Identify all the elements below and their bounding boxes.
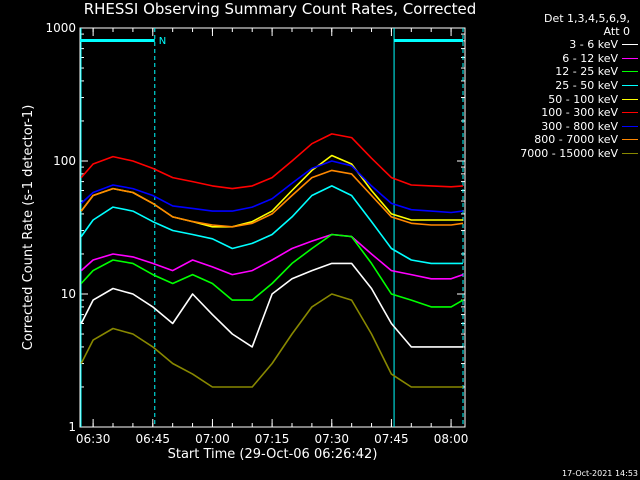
legend-entry-label: 50 - 100 keV xyxy=(548,92,618,106)
legend-entry-label: 3 - 6 keV xyxy=(569,38,618,52)
flag-label: N xyxy=(159,36,166,47)
legend-entry-swatch xyxy=(622,98,638,100)
x-tick-label: 06:45 xyxy=(135,432,170,446)
legend-entries: 3 - 6 keV 6 - 12 keV 12 - 25 keV 25 - 50 ke… xyxy=(478,38,638,160)
series-line-7 xyxy=(80,160,464,214)
chart-title: RHESSI Observing Summary Count Rates, Co… xyxy=(83,0,477,18)
legend-entry-label: 25 - 50 keV xyxy=(555,79,618,93)
x-tick-label: 07:30 xyxy=(314,432,349,446)
legend-entry-swatch xyxy=(622,85,638,87)
legend-entry: 100 - 300 keV xyxy=(478,106,638,120)
legend-entry-swatch xyxy=(622,44,638,46)
legend-entry-swatch xyxy=(622,71,638,73)
y-axis-label: Corrected Count Rate (s-1 detector-1) xyxy=(21,105,36,351)
y-tick-label: 100 xyxy=(53,154,76,168)
legend-entry-swatch xyxy=(622,57,638,59)
legend-entry: 6 - 12 keV xyxy=(478,52,638,66)
series-line-2 xyxy=(80,233,464,280)
legend-entry: 25 - 50 keV xyxy=(478,79,638,93)
legend-entry-swatch xyxy=(622,153,638,155)
legend-title-line-2: Att 0 xyxy=(603,25,630,38)
legend-entry-label: 100 - 300 keV xyxy=(541,106,618,120)
legend-entry-label: 12 - 25 keV xyxy=(555,65,618,79)
y-tick-label: 1 xyxy=(68,420,76,434)
legend-entry-label: 800 - 7000 keV xyxy=(534,133,618,147)
legend-entry: 800 - 7000 keV xyxy=(478,133,638,147)
legend-entry: 300 - 800 keV xyxy=(478,120,638,134)
y-tick-label: 1000 xyxy=(45,21,76,35)
x-axis-label: Start Time (29-Oct-06 06:26:42) xyxy=(168,447,378,462)
legend-entry-swatch xyxy=(622,112,638,114)
legend-entry: 3 - 6 keV xyxy=(478,38,638,52)
footer-timestamp: 17-Oct-2021 14:53 xyxy=(562,469,638,478)
x-tick-label: 08:00 xyxy=(434,432,469,446)
y-tick-label: 10 xyxy=(61,287,76,301)
x-tick-label: 07:45 xyxy=(374,432,409,446)
series-line-9 xyxy=(80,293,463,388)
legend-entry-swatch xyxy=(622,139,638,141)
series-line-4 xyxy=(80,185,463,265)
legend-entry: 50 - 100 keV xyxy=(478,92,638,106)
legend-entry-label: 7000 - 15000 keV xyxy=(520,147,618,161)
x-tick-label: 07:15 xyxy=(255,432,290,446)
legend-entry: 12 - 25 keV xyxy=(478,65,638,79)
x-tick-label: 06:30 xyxy=(76,432,111,446)
series-line-8 xyxy=(80,169,464,228)
plot-frame xyxy=(79,27,466,428)
legend-entry-label: 6 - 12 keV xyxy=(562,51,618,65)
legend-entry: 7000 - 15000 keV xyxy=(478,147,638,161)
series-line-6 xyxy=(80,133,464,190)
series-line-3 xyxy=(80,233,464,308)
legend-title-line-1: Det 1,3,4,5,6,9, xyxy=(543,12,630,25)
legend: Det 1,3,4,5,6,9, Att 0 3 - 6 keV 6 - 12 k… xyxy=(478,12,638,160)
series-line-1 xyxy=(80,262,463,348)
legend-entry-label: 300 - 800 keV xyxy=(541,119,618,133)
flag-bar xyxy=(80,39,155,42)
flag-bar xyxy=(394,39,464,42)
legend-entry-swatch xyxy=(622,125,638,127)
x-tick-label: 07:00 xyxy=(195,432,230,446)
